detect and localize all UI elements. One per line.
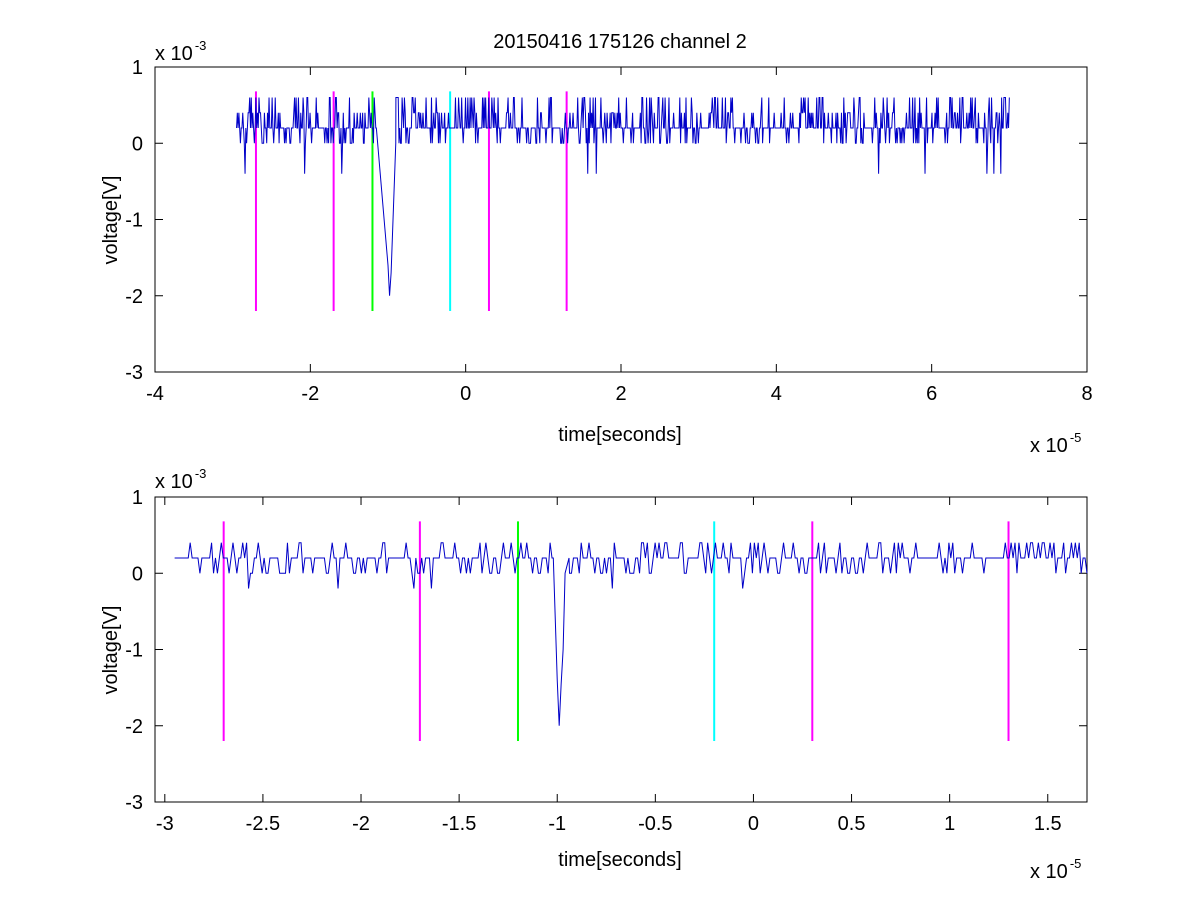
bottom-y-tick-label: -1 bbox=[125, 640, 143, 662]
bottom-voltage-trace bbox=[174, 542, 1088, 726]
bottom-x-tick-label: -0.5 bbox=[638, 813, 672, 835]
top-x-exponent-base: x 10 bbox=[1030, 435, 1068, 457]
bottom-x-exponent: x 10 -5 bbox=[1030, 856, 1081, 883]
bottom-y-tick-label: -3 bbox=[125, 792, 143, 814]
top-x-tick-label: -2 bbox=[301, 383, 319, 405]
bottom-x-tick-label: 0.5 bbox=[838, 813, 866, 835]
top-y-tick-label: -2 bbox=[125, 286, 143, 308]
bottom-x-tick-label: -2.5 bbox=[246, 813, 280, 835]
top-y-tick-label: 1 bbox=[132, 57, 143, 79]
bottom-ticks bbox=[155, 496, 1087, 803]
top-y-tick-label: -3 bbox=[125, 362, 143, 384]
bottom-x-tick-label: 1.5 bbox=[1034, 813, 1062, 835]
bottom-y-tick-label: -2 bbox=[125, 716, 143, 738]
top-y-exponent-power: -3 bbox=[195, 38, 207, 53]
figure-title: 20150416 175126 channel 2 bbox=[493, 31, 747, 53]
bottom-y-tick-label: 1 bbox=[132, 487, 143, 509]
bottom-y-axis-label: voltage[V] bbox=[100, 606, 122, 695]
bottom-x-exponent-power: -5 bbox=[1070, 856, 1082, 871]
bottom-y-exponent-base: x 10 bbox=[155, 471, 193, 493]
bottom-x-axis-label: time[seconds] bbox=[558, 849, 681, 871]
bottom-x-tick-label: 0 bbox=[748, 813, 759, 835]
top-y-axis-label: voltage[V] bbox=[100, 176, 122, 265]
top-x-tick-label: 4 bbox=[771, 383, 782, 405]
bottom-x-tick-label: -2 bbox=[352, 813, 370, 835]
bottom-plot-area bbox=[154, 496, 1088, 803]
top-voltage-trace bbox=[236, 97, 1010, 296]
top-x-tick-label: 2 bbox=[615, 383, 626, 405]
top-y-tick-label: 0 bbox=[132, 133, 143, 155]
top-y-exponent-base: x 10 bbox=[155, 43, 193, 65]
top-x-exponent-power: -5 bbox=[1070, 430, 1082, 445]
top-x-tick-label: 0 bbox=[460, 383, 471, 405]
bottom-y-tick-labels: -3 -2 -1 0 1 bbox=[125, 487, 143, 814]
top-x-tick-label: 8 bbox=[1081, 383, 1092, 405]
top-x-tick-labels: -4 -2 0 2 4 6 8 bbox=[146, 383, 1092, 405]
top-x-exponent: x 10 -5 bbox=[1030, 430, 1081, 457]
top-y-tick-label: -1 bbox=[125, 210, 143, 232]
bottom-x-tick-label: -1 bbox=[548, 813, 566, 835]
bottom-x-tick-labels: -3 -2.5 -2 -1.5 -1 -0.5 0 0.5 1 1.5 bbox=[156, 813, 1062, 835]
bottom-x-exponent-base: x 10 bbox=[1030, 861, 1068, 883]
bottom-y-exponent-power: -3 bbox=[195, 466, 207, 481]
top-y-tick-labels: -3 -2 -1 0 1 bbox=[125, 57, 143, 384]
bottom-plot-panel: -3 -2.5 -2 -1.5 -1 -0.5 0 0.5 1 1.5 -3 -2 -1 0 1 time… bbox=[100, 466, 1088, 883]
bottom-x-tick-label: 1 bbox=[944, 813, 955, 835]
top-x-tick-label: -4 bbox=[146, 383, 164, 405]
bottom-y-exponent: x 10 -3 bbox=[155, 466, 206, 493]
top-x-tick-label: 6 bbox=[926, 383, 937, 405]
top-x-axis-label: time[seconds] bbox=[558, 424, 681, 446]
bottom-y-tick-label: 0 bbox=[132, 563, 143, 585]
top-y-exponent: x 10 -3 bbox=[155, 38, 206, 65]
top-plot-panel: -4 -2 0 2 4 6 8 -3 -2 -1 0 1 time[seconds] voltage… bbox=[100, 38, 1093, 457]
bottom-x-tick-label: -1.5 bbox=[442, 813, 476, 835]
bottom-x-tick-label: -3 bbox=[156, 813, 174, 835]
top-ticks bbox=[154, 66, 1088, 373]
